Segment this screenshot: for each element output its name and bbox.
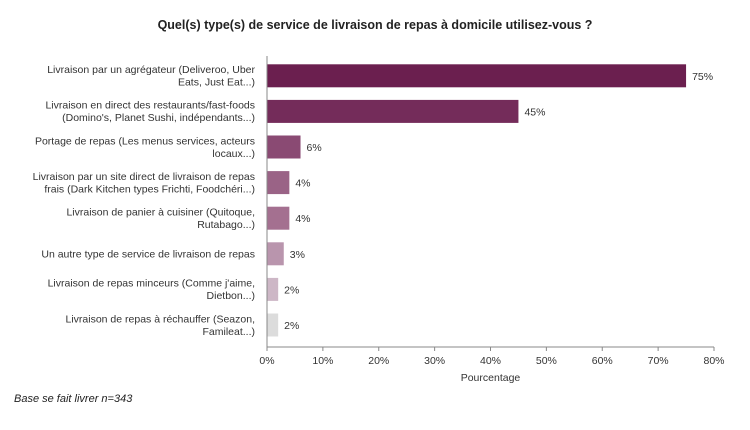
bar: [267, 206, 290, 230]
value-label: 6%: [307, 142, 322, 154]
x-axis-title: Pourcentage: [461, 372, 521, 384]
bar: [267, 64, 687, 88]
category-label: Livraison par un agrégateur (Deliveroo, …: [47, 64, 255, 89]
value-label: 45%: [524, 106, 545, 118]
x-tick-label: 40%: [480, 355, 501, 367]
x-tick-label: 50%: [536, 355, 557, 367]
category-label: Portage de repas (Les menus services, ac…: [35, 135, 255, 160]
bar: [267, 313, 279, 337]
value-label: 3%: [290, 249, 305, 261]
bar: [267, 99, 519, 123]
value-label: 4%: [295, 213, 310, 225]
category-label: Livraison de repas à réchauffer (Seazon,…: [65, 313, 255, 338]
value-label: 75%: [692, 71, 713, 83]
category-label: Livraison de panier à cuisiner (Quitoque…: [66, 206, 255, 231]
bar: [267, 171, 290, 195]
bar: [267, 135, 301, 159]
category-label: Un autre type de service de livraison de…: [41, 248, 255, 260]
bar: [267, 277, 279, 301]
bar-chart: Livraison par un agrégateur (Deliveroo, …: [33, 56, 725, 384]
category-label: Livraison par un site direct de livraiso…: [33, 171, 255, 196]
category-label: Livraison en direct des restaurants/fast…: [45, 100, 255, 125]
chart-title: Quel(s) type(s) de service de livraison …: [157, 18, 593, 32]
x-tick-label: 70%: [648, 355, 669, 367]
x-tick-label: 60%: [592, 355, 613, 367]
bar: [267, 242, 284, 266]
x-tick-label: 0%: [259, 355, 274, 367]
category-labels: Livraison par un agrégateur (Deliveroo, …: [33, 64, 256, 338]
value-label: 2%: [284, 320, 299, 332]
bars: 75% 45% 6% 4% 4% 3% 2% 2%: [267, 64, 713, 337]
x-tick-label: 10%: [312, 355, 333, 367]
category-label: Livraison de repas minceurs (Comme j'aim…: [48, 278, 255, 303]
x-axis: 0% 10% 20% 30% 40% 50% 60% 70% 80% Pourcentage: [259, 56, 725, 384]
x-tick-label: 30%: [424, 355, 445, 367]
x-tick-label: 20%: [368, 355, 389, 367]
x-tick-label: 80%: [703, 355, 724, 367]
value-label: 4%: [295, 178, 310, 190]
value-label: 2%: [284, 284, 299, 296]
footnote: Base se fait livrer n=343: [14, 393, 133, 405]
